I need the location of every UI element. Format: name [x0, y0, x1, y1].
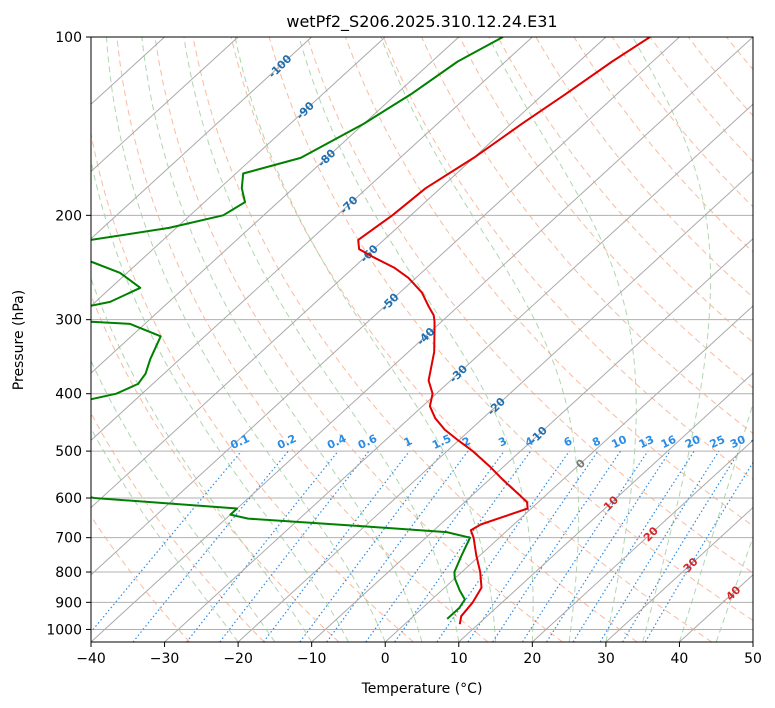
dry-adiabat-60: [306, 37, 753, 574]
x-axis-label: Temperature (°C): [361, 681, 483, 697]
mixing-line-13: [521, 450, 649, 642]
dry-adiabat-120: [535, 37, 753, 298]
isotherm--10: [311, 237, 753, 642]
mixing-line-6: [436, 450, 570, 642]
x-tick-label-10: 10: [450, 651, 468, 667]
mixing-line-1: [263, 450, 410, 642]
mixing-ratio-label-16: 30: [728, 433, 748, 451]
mixing-ratio-label-12: 13: [637, 433, 656, 451]
mixing-line-0.2: [132, 450, 289, 642]
mixing-line-20: [572, 450, 695, 642]
y-tick-label-1000: 1000: [46, 622, 82, 638]
x-tick-label--30: −30: [150, 651, 180, 667]
moist-adiabat-45: [715, 535, 753, 642]
y-tick-label-100: 100: [55, 30, 82, 46]
moist-adiabat-10: [183, 37, 460, 642]
dry-adiabat-30: [192, 37, 638, 642]
mixing-line-0.4: [186, 450, 339, 642]
moist-adiabat-40: [678, 401, 753, 642]
y-tick-label-200: 200: [55, 208, 82, 224]
mixing-line-0.1: [91, 450, 242, 633]
x-tick-label-40: 40: [671, 651, 689, 667]
mixing-ratio-lines: [91, 450, 753, 642]
moist-adiabat-5: [141, 37, 423, 642]
isotherm--30: [164, 103, 753, 642]
y-tick-label-400: 400: [55, 387, 82, 403]
isotherm--110: [91, 37, 239, 173]
mixing-ratio-label-11: 10: [609, 433, 629, 451]
mixing-ratio-label-17: 36: [749, 433, 769, 451]
isotherm--80: [91, 37, 460, 374]
dry-adiabat-50: [268, 37, 753, 622]
isotherms: [91, 37, 753, 642]
profile-series: [91, 37, 651, 625]
pressure-grid: [91, 37, 753, 630]
chart-title: wetPf2_S206.2025.310.12.24.E31: [286, 12, 557, 32]
mixing-line-30: [622, 450, 740, 642]
mixing-line-3: [365, 450, 505, 642]
mixing-line-10: [492, 450, 622, 642]
isotherm--100: [91, 37, 313, 240]
moist-adiabat--15: [91, 359, 276, 642]
x-tick-label-0: 0: [381, 651, 390, 667]
mixing-line-8: [467, 450, 599, 642]
isotherm--60: [91, 37, 607, 509]
y-axis-label: Pressure (hPa): [11, 290, 27, 390]
plot-frame: [90, 36, 754, 643]
isotherm--40: [91, 37, 753, 642]
mixing-line-25: [599, 450, 720, 642]
x-tick-label-30: 30: [597, 651, 615, 667]
y-tick-label-600: 600: [55, 491, 82, 507]
moist-adiabat--5: [91, 158, 349, 642]
y-tick-label-900: 900: [55, 595, 82, 611]
isotherm-10: [458, 372, 753, 642]
y-tick-label-800: 800: [55, 565, 82, 581]
isotherm--70: [91, 37, 533, 442]
dry-adiabat-20: [154, 37, 563, 642]
x-tick-label--40: −40: [76, 651, 106, 667]
moist-adiabat-20: [298, 37, 534, 642]
moist-adiabat-0: [106, 37, 386, 642]
mixing-ratio-label-14: 20: [683, 433, 703, 451]
mixing-line-1.5: [299, 450, 444, 642]
isotherm--90: [91, 37, 386, 307]
x-axis-ticks: −40 −30 −20 −10 0 10 20 30 40 50: [76, 642, 762, 667]
isotherm-0: [384, 305, 753, 642]
isotherm--20: [237, 170, 753, 642]
x-tick-label--20: −20: [223, 651, 253, 667]
isotherm--50: [91, 37, 680, 576]
moist-adiabat-35: [632, 37, 712, 642]
y-tick-label-500: 500: [55, 444, 82, 460]
temperature-line: [357, 37, 651, 625]
dewpoint-line: [91, 37, 504, 620]
x-tick-label-50: 50: [744, 651, 762, 667]
isotherm-20: [531, 439, 753, 642]
dry-adiabat-10: [116, 37, 489, 642]
moist-adiabat-15: [234, 37, 497, 642]
dry-adiabat--30: [91, 515, 191, 642]
x-tick-label--10: −10: [297, 651, 327, 667]
moist-adiabat-30: [488, 37, 637, 642]
moist-adiabat-25: [380, 37, 580, 642]
y-axis-ticks: 100 200 300 400 500 600 700 800 900 1000: [46, 30, 91, 638]
y-tick-label-300: 300: [55, 313, 82, 329]
isotherm-30: [605, 506, 753, 642]
mixing-ratio-label-13: 16: [659, 433, 679, 451]
plot-area: -100-90-80-70-60-50-40-30-20-10 0.1 0.2 0.…: [91, 37, 769, 642]
moist-adiabat--20: [91, 427, 239, 642]
x-tick-label-20: 20: [523, 651, 541, 667]
mixing-ratio-label-15: 25: [708, 433, 727, 451]
mixing-line-2: [326, 450, 469, 642]
y-tick-label-700: 700: [55, 531, 82, 547]
dry-adiabat-0: [91, 131, 414, 642]
dry-adiabat--20: [91, 412, 265, 642]
mixing-line-16: [546, 450, 671, 642]
